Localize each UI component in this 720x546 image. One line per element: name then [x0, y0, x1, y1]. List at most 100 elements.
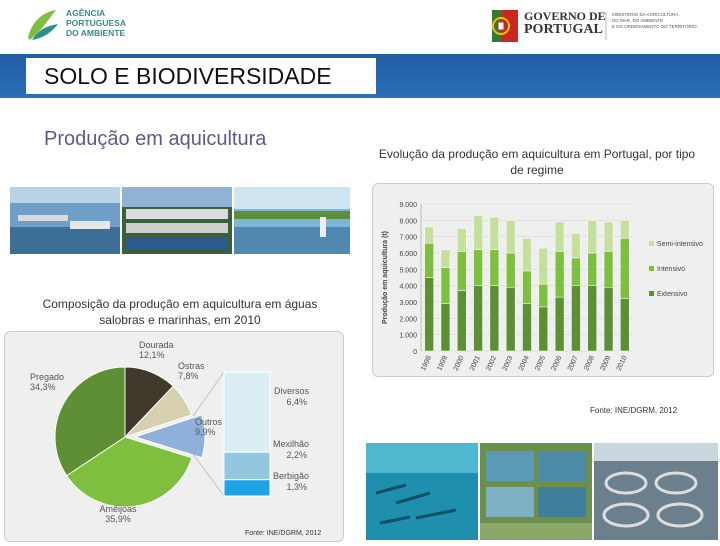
pie-label-outros: Outros	[195, 417, 223, 427]
legend-swatch-extensivo	[649, 291, 654, 296]
bar-semi-intensivo-2006	[554, 221, 565, 252]
apa-logo-text: AGÊNCIA PORTUGUESA DO AMBIENTE	[66, 8, 126, 38]
pie-slice-ostras	[124, 385, 193, 438]
pie-label-ostras: Ostras	[178, 361, 205, 371]
breakdown-segment-mexilhao	[223, 451, 271, 481]
y-axis-label: Produção em aquicultura (t)	[382, 231, 389, 324]
bar-semi-intensivo-2001	[473, 215, 483, 250]
bar-semi-intensivo-2009	[603, 221, 614, 252]
y-tick-label: 0	[413, 349, 417, 356]
bar-extensivo-2002	[489, 285, 500, 352]
bar-chart: 0 1.000 2.000 3.000 4.000 5.000 6.000 7.000 8.00…	[382, 202, 703, 372]
bar-extensivo-2005	[538, 306, 549, 352]
gov-line-2: PORTUGAL	[524, 22, 603, 37]
aquaculture-photos-bottom	[366, 443, 718, 540]
pie-value-outros: 9,9%	[195, 427, 216, 437]
bar-intensivo-2010	[620, 238, 630, 299]
x-tick-label: 2003	[502, 355, 515, 372]
x-tick-label: 2001	[469, 355, 482, 372]
bar-intensivo-2000	[457, 251, 467, 291]
bar-extensivo-2008	[587, 285, 597, 352]
x-tick-label: 2002	[485, 355, 498, 372]
x-tick-label: 1998	[420, 355, 433, 372]
government-wordmark: GOVERNO DE PORTUGAL	[524, 10, 606, 37]
bar-semi-intensivo-2007	[571, 233, 581, 259]
ministry-name: MINISTÉRIO DA AGRICULTURA, DO MAR, DO AM…	[612, 12, 702, 30]
breakdown-segment-diversos	[223, 371, 271, 453]
bar-semi-intensivo-1999	[440, 249, 451, 268]
x-tick-label: 2009	[599, 355, 612, 372]
bar-intensivo-2001	[473, 249, 483, 286]
apa-line-2: PORTUGUESA	[66, 18, 126, 28]
breakdown-segment-berbigao	[223, 479, 271, 497]
bar-intensivo-2004	[522, 270, 532, 304]
bar-extensivo-2001	[473, 285, 483, 352]
legend-label-extensivo: Extensivo	[657, 291, 687, 298]
bar-intensivo-1999	[440, 267, 451, 304]
bar-intensivo-2008	[587, 252, 597, 286]
apa-logo-icon	[28, 10, 58, 40]
bar-intensivo-2005	[538, 283, 549, 308]
breakdown-value-mexilhao: 2,2%	[286, 450, 307, 460]
bar-chart-source: Fonte: INE/DGRM, 2012	[590, 406, 678, 415]
y-tick-label: 9.000	[399, 202, 417, 209]
x-tick-label: 2004	[518, 355, 531, 372]
portugal-coat-of-arms-icon	[492, 10, 607, 42]
bar-extensivo-2006	[554, 296, 565, 352]
x-tick-label: 2010	[616, 355, 629, 372]
photo-fish-school	[366, 443, 478, 540]
legend-swatch-intensivo	[649, 266, 654, 271]
title-box	[26, 58, 376, 94]
photo-tanks	[122, 187, 232, 254]
bar-semi-intensivo-2003	[505, 220, 516, 254]
pie-label-ameijoas: Amêijoas	[99, 504, 137, 514]
y-tick-label: 5.000	[399, 267, 417, 274]
pie-value-pregado: 34,3%	[30, 382, 56, 392]
bar-semi-intensivo-2008	[587, 220, 597, 254]
pie-chart-title: Composição da produção em aquicultura em…	[42, 297, 318, 327]
bar-semi-intensivo-2000	[457, 228, 467, 252]
legend-label-intensivo: Intensivo	[657, 266, 685, 273]
breakdown-value-diversos: 6,4%	[286, 397, 307, 407]
bar-extensivo-2009	[603, 287, 614, 352]
pie-slice-outros	[133, 414, 206, 459]
breakdown-label-mexilhao: Mexilhão	[273, 439, 309, 449]
bar-semi-intensivo-2010	[620, 220, 630, 239]
bar-extensivo-2010	[620, 298, 630, 352]
apa-line-1: AGÊNCIA	[66, 8, 106, 18]
y-tick-label: 6.000	[399, 251, 417, 258]
bar-extensivo-1999	[440, 303, 451, 352]
ministry-line-2: DO MAR, DO AMBIENTE	[612, 18, 664, 23]
y-tick-label: 2.000	[399, 316, 417, 323]
y-tick-label: 1.000	[399, 333, 417, 340]
y-tick-label: 8.000	[399, 218, 417, 225]
bar-chart-panel: 0 1.000 2.000 3.000 4.000 5.000 6.000 7.000 8.00…	[372, 183, 714, 377]
x-tick-label: 2008	[583, 355, 596, 372]
header	[0, 0, 720, 52]
y-tick-label: 4.000	[399, 284, 417, 291]
photo-aerial-ponds	[480, 443, 592, 540]
bar-intensivo-2009	[603, 251, 614, 288]
breakdown-label-diversos: Diversos	[274, 386, 310, 396]
x-tick-label: 2005	[534, 355, 547, 372]
y-tick-label: 3.000	[399, 300, 417, 307]
page-subtitle: Produção em aquicultura	[44, 128, 267, 150]
photo-salt-ponds	[234, 187, 350, 254]
pie-value-dourada: 12,1%	[139, 350, 165, 360]
bar-intensivo-2007	[571, 257, 581, 286]
gov-line-1: GOVERNO DE	[524, 9, 606, 23]
bar-extensivo-2000	[457, 290, 467, 352]
bar-intensivo-2006	[554, 251, 565, 298]
legend-swatch-semi-intensivo	[649, 241, 654, 246]
photo-sea-cages	[594, 443, 718, 540]
section-title: SOLO E BIODIVERSIDADE	[44, 63, 332, 89]
bar-extensivo-2007	[571, 285, 581, 352]
bar-chart-title: Evolução da produção em aquicultura em P…	[378, 147, 696, 177]
bar-intensivo-1998	[424, 242, 434, 278]
x-tick-label: 2000	[453, 355, 466, 372]
bar-semi-intensivo-1998	[424, 226, 434, 244]
breakdown-label-berbigao: Berbigão	[273, 471, 309, 481]
bar-extensivo-2004	[522, 303, 532, 352]
bar-semi-intensivo-2005	[538, 247, 549, 285]
